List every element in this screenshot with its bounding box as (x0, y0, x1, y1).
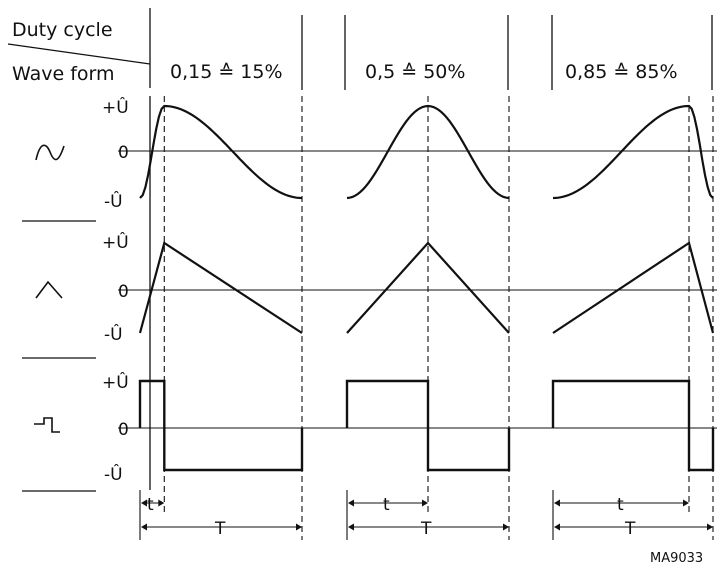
square-trace-15 (138, 379, 304, 472)
sine-wave-icon (35, 144, 65, 161)
triangle-trace-85 (552, 241, 715, 334)
triangle-zero-label: 0 (118, 282, 129, 302)
pulse-width-arrow-start-15 (141, 499, 147, 507)
period-arrow-start-85 (554, 523, 560, 531)
triangle-trace-15 (138, 241, 303, 334)
sine-trace-15 (139, 104, 303, 200)
square-wave-icon (34, 417, 60, 433)
header-diagonal-line (7, 43, 151, 65)
sine-plus-amplitude-label: +Û (102, 96, 129, 118)
figure-reference-label: MA9033 (650, 551, 703, 566)
square-trace-85 (551, 379, 715, 472)
period-label-50: T (420, 519, 432, 539)
sine-trace-85 (552, 104, 714, 200)
period-arrow-start-15 (141, 523, 147, 531)
sine-minus-amplitude-label: -Û (104, 190, 123, 212)
pulse-width-arrow-start-85 (554, 499, 560, 507)
waveform-traces (138, 96, 715, 540)
duty-50-percent-heading: 0,5 ≙ 50% (365, 61, 465, 83)
pulse-width-arrow-start-50 (348, 499, 354, 507)
pulse-width-arrow-end-15 (158, 499, 165, 507)
duty-15-percent-heading: 0,15 ≙ 15% (170, 61, 283, 83)
period-arrow-end-50 (503, 523, 509, 531)
period-arrow-end-15 (296, 523, 302, 531)
pulse-width-arrow-end-85 (683, 499, 689, 507)
duty-cycle-label: Duty cycle (12, 19, 113, 41)
pulse-width-arrow-end-50 (422, 499, 428, 507)
triangle-trace-50 (346, 241, 510, 334)
square-plus-amplitude-label: +Û (102, 371, 129, 393)
period-arrow-start-50 (348, 523, 354, 531)
period-label-15: T (214, 519, 226, 539)
wave-form-label: Wave form (12, 63, 115, 85)
triangle-plus-amplitude-label: +Û (102, 231, 129, 253)
sine-zero-label: 0 (118, 143, 129, 163)
duty-85-percent-heading: 0,85 ≙ 85% (565, 61, 678, 83)
square-trace-50 (345, 379, 511, 472)
square-zero-label: 0 (118, 420, 129, 440)
timing-arrows (141, 499, 713, 531)
triangle-minus-amplitude-label: -Û (104, 323, 123, 345)
square-minus-amplitude-label: -Û (104, 463, 123, 485)
pulse-width-label-85: t (617, 495, 624, 515)
triangle-wave-icon (35, 280, 63, 299)
period-label-85: T (624, 519, 636, 539)
period-arrow-end-85 (707, 523, 713, 531)
pulse-width-label-50: t (383, 495, 390, 515)
pulse-width-label-15: t (147, 495, 154, 515)
